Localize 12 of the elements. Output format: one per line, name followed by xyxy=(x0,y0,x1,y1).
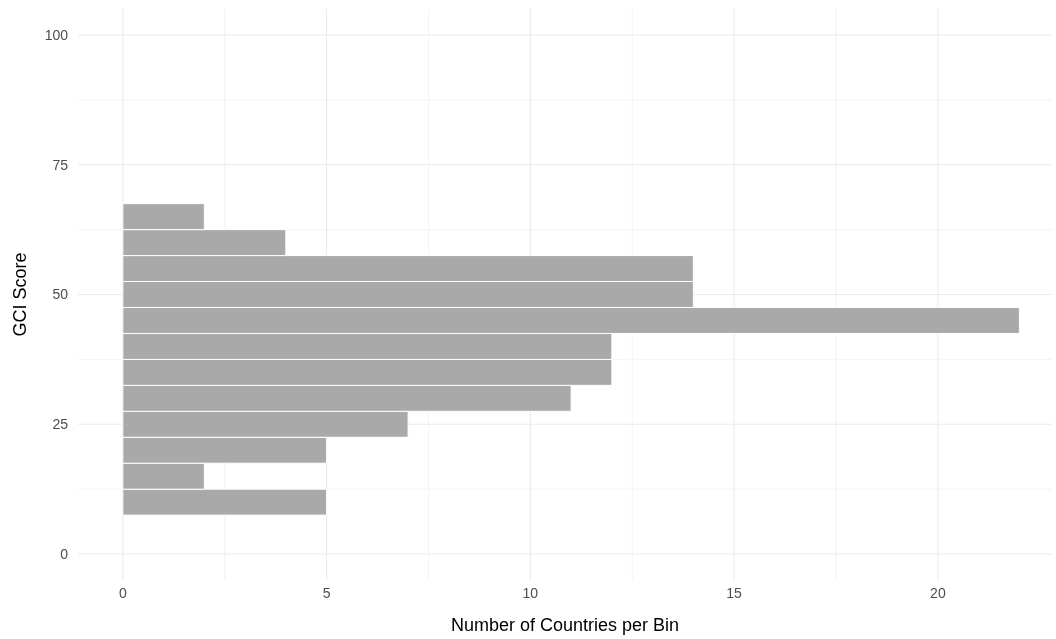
y-tick-label: 25 xyxy=(52,416,69,433)
x-axis-title: Number of Countries per Bin xyxy=(450,615,680,635)
y-axis-title: GCI Score xyxy=(10,252,30,337)
y-tick-label: 0 xyxy=(60,545,69,562)
x-tick-label: 0 xyxy=(118,585,127,601)
y-tick-label: 100 xyxy=(44,26,69,43)
y-tick-label: 50 xyxy=(52,286,69,303)
x-tick-label: 15 xyxy=(726,585,743,601)
x-tick-label: 20 xyxy=(930,585,946,601)
y-tick-label: 75 xyxy=(52,156,69,173)
x-tick-label: 10 xyxy=(522,585,539,601)
x-tick-label: 5 xyxy=(322,585,331,601)
